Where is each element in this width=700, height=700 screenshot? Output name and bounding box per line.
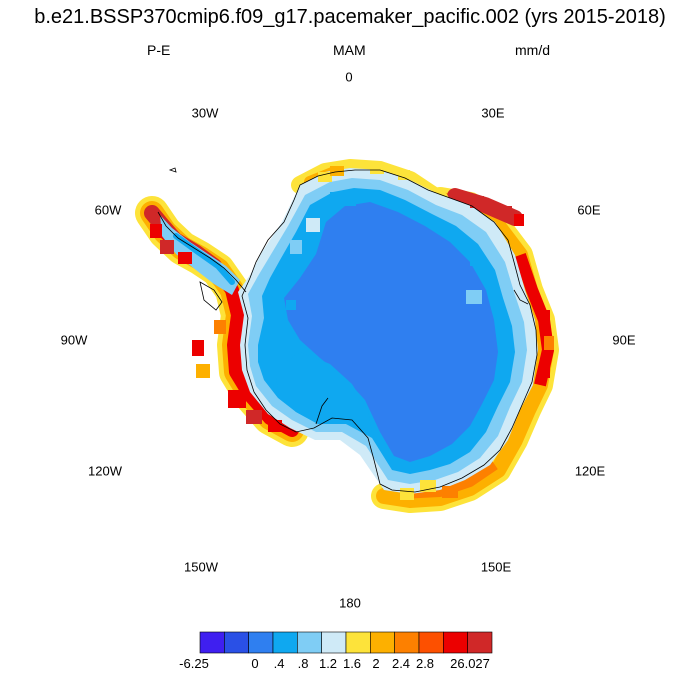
grid-cell-14 [246,410,262,424]
lon-label-30e: 30E [481,105,505,121]
lon-label-150w: 150W [184,559,218,575]
grid-cell-20 [296,290,308,302]
colorbar-label-9: 26.027 [450,656,490,671]
coastline [157,167,538,493]
grid-cell-24 [330,192,356,206]
colorbar-swatch-11 [467,631,493,654]
units-label: mm/d [515,42,550,58]
land-ross-shelf [276,352,372,432]
grid-cell-17 [160,240,174,254]
colorbar-label-2: .4 [273,656,285,671]
figure-title: b.e21.BSSP370cmip6.f09_g17.pacemaker_pac… [34,6,666,28]
colorbar-label-3: .8 [297,656,309,671]
lon-label-90e: 90E [612,332,636,348]
colorbar-swatch-1 [224,631,249,654]
colorbar-swatch-0 [199,631,225,654]
lon-label-90w: 90W [60,332,88,348]
colorbar-label-6: 2 [372,656,380,671]
grid-cell-27 [442,486,458,498]
grid-cell-0 [318,172,332,182]
lon-label-180: 180 [339,595,361,611]
grid-cell-23 [470,250,482,266]
grid-cell-10 [192,340,204,356]
continent-coastline [241,169,538,493]
colorbar-swatch-2 [248,631,274,654]
grid-cell-2 [370,164,384,174]
colorbar-label-0: -6.25 [179,656,209,671]
colorbar-swatch-9 [418,631,444,654]
lon-label-120w: 120W [88,463,122,479]
grid-cell-28 [400,488,414,500]
grid-cell-19 [290,240,302,254]
colorbar-swatch-5 [321,631,347,654]
colorbar-swatch-10 [443,631,468,654]
land-interior-blue [284,202,498,462]
colorbar-label-5: 1.6 [342,656,362,671]
grid-cell-13 [228,390,246,408]
grid-cell-15 [268,420,282,432]
colorbar-label-8: 2.8 [415,656,435,671]
grid-cell-6 [514,214,524,226]
land-fills [160,168,538,494]
lon-label-120e: 120E [574,463,606,479]
grid-cell-1 [330,166,344,176]
lon-label-30w: 30W [191,105,219,121]
peninsula-coastline [157,211,247,293]
colorbar-swatch-4 [297,631,322,654]
colorbar [199,631,493,654]
shelf-edge [315,397,329,425]
grid-cell-5 [500,206,512,220]
grid-cell-22 [466,290,482,304]
grid-cell-3 [398,170,410,180]
lon-label-150e: 150E [480,559,512,575]
grid-cell-12 [214,320,226,334]
colorbar-label-1: 0 [251,656,259,671]
colorbar-swatch-3 [272,631,298,654]
colorbar-swatch-8 [394,631,420,654]
grid-cell-18 [178,252,192,264]
island-coastline [199,281,223,311]
grid-cell-8 [544,336,554,350]
colorbar-swatch-6 [345,631,371,654]
blocky-edges [150,164,554,500]
grid-cell-7 [540,310,550,324]
amery-edge [513,289,529,305]
grid-cell-16 [150,224,162,238]
lon-label-0: 0 [345,69,353,85]
lon-label-60e: 60E [577,202,601,218]
grid-cell-9 [540,364,550,378]
grid-cell-11 [196,364,210,378]
season-label: MAM [333,42,366,58]
colorbar-label-4: 1.2 [318,656,338,671]
lon-label-60w: 60W [94,202,122,218]
colorbar-swatch-7 [370,631,395,654]
grid-cell-25 [306,218,320,232]
variable-label: P-E [147,42,171,58]
grid-cell-4 [470,196,484,208]
small-island [168,167,177,173]
colorbar-label-7: 2.4 [391,656,411,671]
grid-cell-21 [286,300,296,310]
